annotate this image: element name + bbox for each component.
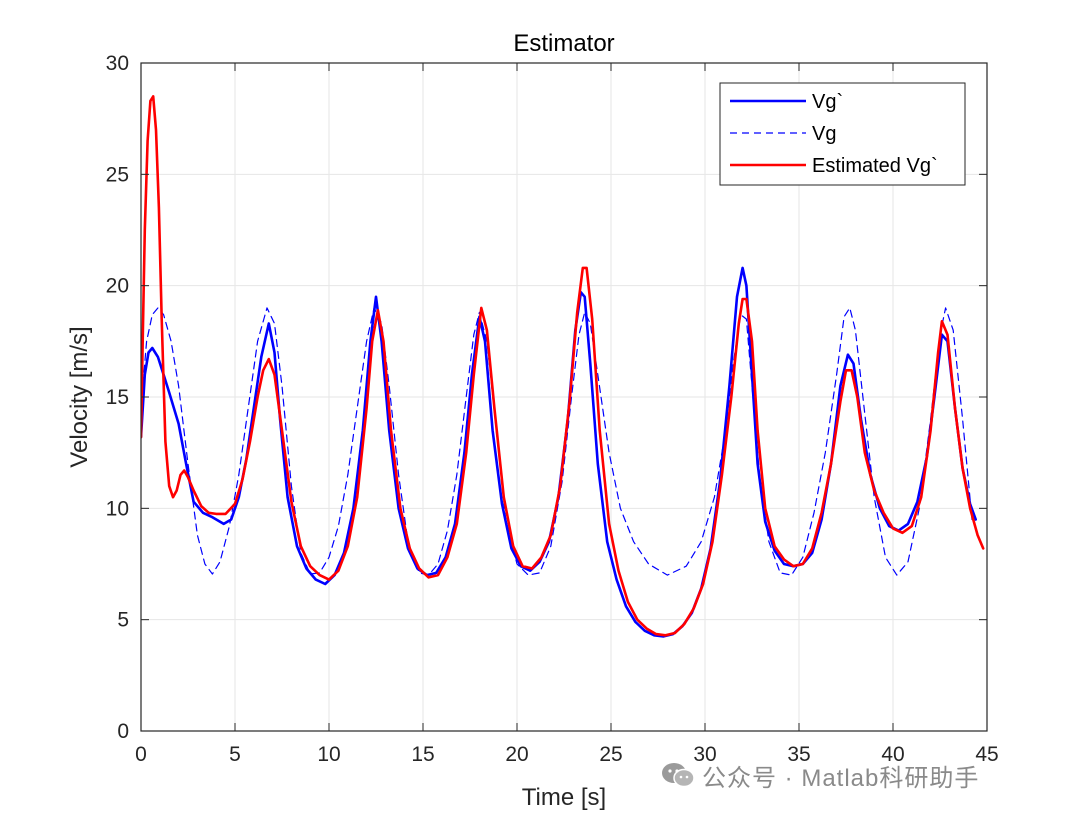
y-tick-label: 25 xyxy=(106,163,129,186)
series-line-1 xyxy=(141,307,973,576)
x-tick-label: 40 xyxy=(881,743,904,766)
x-tick-label: 5 xyxy=(229,743,241,766)
x-tick-label: 30 xyxy=(693,743,716,766)
wechat-icon xyxy=(660,760,696,790)
legend-label: Vg xyxy=(812,123,836,145)
y-tick-label: 5 xyxy=(117,609,129,632)
x-tick-label: 35 xyxy=(787,743,810,766)
legend-label: Vg` xyxy=(812,91,843,113)
x-tick-label: 25 xyxy=(599,743,622,766)
y-tick-label: 0 xyxy=(117,720,129,743)
x-tick-label: 15 xyxy=(411,743,434,766)
y-tick-label: 30 xyxy=(106,52,129,75)
y-tick-label: 15 xyxy=(106,386,129,409)
watermark: 公众号 · Matlab科研助手 xyxy=(660,758,979,792)
legend-label: Estimated Vg` xyxy=(812,155,938,177)
x-tick-label: 45 xyxy=(975,743,998,766)
ticks: 0 5 10 15 20 25 30 35 40 45 0 5 10 15 20 25 30 xyxy=(106,52,999,766)
y-tick-label: 20 xyxy=(106,275,129,298)
x-tick-label: 10 xyxy=(317,743,340,766)
series-line-2 xyxy=(141,95,985,637)
plot-area xyxy=(141,95,985,638)
y-axis-label: Velocity [m/s] xyxy=(66,326,93,467)
x-axis-label: Time [s] xyxy=(522,784,606,811)
chart-title: Estimator xyxy=(513,30,614,57)
watermark-text: 公众号 · Matlab科研助手 xyxy=(702,764,980,792)
y-tick-label: 10 xyxy=(106,497,129,520)
x-tick-label: 20 xyxy=(505,743,528,766)
legend[interactable]: Vg` Vg Estimated Vg` xyxy=(719,82,966,186)
x-tick-label: 0 xyxy=(135,743,147,766)
